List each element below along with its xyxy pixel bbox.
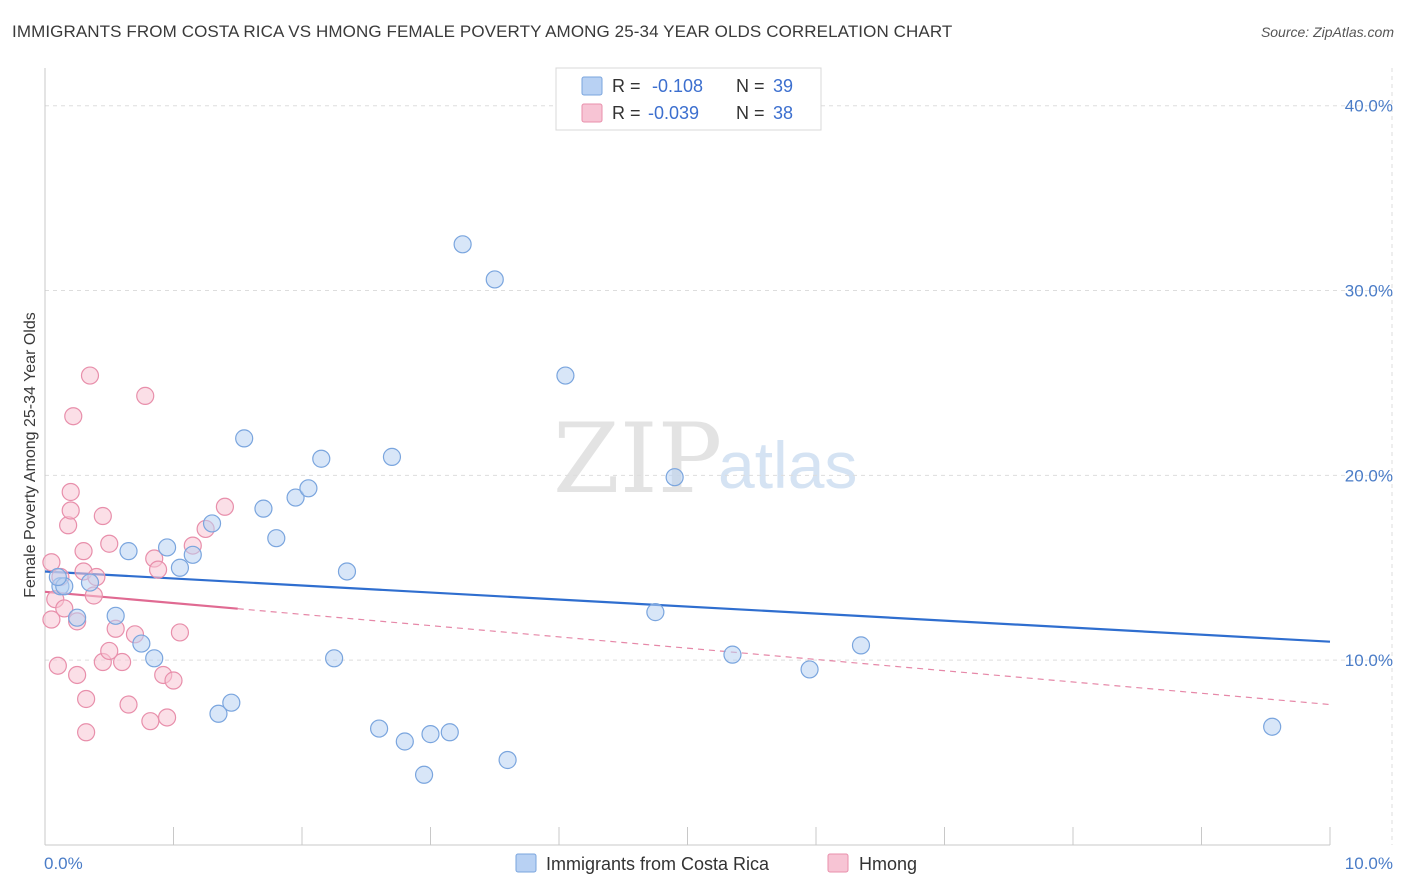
point-costa-rica — [1263, 717, 1282, 736]
y-axis-title: Female Poverty Among 25-34 Year Olds — [22, 312, 39, 598]
bottom-legend-swatch-pink — [827, 853, 849, 873]
watermark-atlas: atlas — [718, 428, 857, 502]
point-costa-rica — [337, 562, 357, 581]
x-tick-label-max: 10.0% — [1345, 854, 1393, 873]
trend-line-hmong-dashed — [237, 608, 1331, 706]
point-costa-rica — [498, 750, 517, 770]
point-costa-rica — [68, 608, 87, 627]
point-hmong — [93, 506, 112, 526]
point-costa-rica — [106, 606, 125, 625]
point-hmong — [100, 534, 119, 553]
point-costa-rica — [202, 514, 222, 533]
trend-line-costa-rica — [44, 570, 1331, 643]
point-hmong — [170, 623, 190, 642]
point-costa-rica — [170, 558, 190, 577]
point-hmong — [64, 407, 83, 426]
series-legend: Immigrants from Costa Rica Hmong — [515, 853, 917, 874]
point-costa-rica — [80, 573, 100, 592]
bottom-legend-label-2: Hmong — [859, 854, 917, 874]
legend-swatch-blue — [581, 76, 603, 96]
chart-title: IMMIGRANTS FROM COSTA RICA VS HMONG FEMA… — [12, 22, 953, 41]
point-costa-rica — [235, 429, 254, 448]
point-costa-rica — [286, 488, 305, 507]
point-costa-rica — [222, 693, 241, 712]
point-costa-rica — [556, 366, 575, 385]
point-hmong — [164, 671, 183, 690]
point-costa-rica — [421, 725, 440, 744]
watermark-zip: ZIP — [553, 403, 722, 515]
point-costa-rica — [453, 235, 472, 254]
point-hmong — [68, 665, 87, 685]
y-tick-label: 10.0% — [1345, 651, 1393, 670]
point-costa-rica — [646, 603, 665, 622]
point-hmong — [136, 386, 155, 405]
axes: 10.0% 20.0% 30.0% 40.0% 0.0% 10.0% — [44, 68, 1393, 873]
y-tick-label: 40.0% — [1345, 97, 1393, 116]
point-hmong — [48, 656, 67, 675]
gridlines — [45, 68, 1393, 845]
point-hmong — [77, 723, 96, 742]
point-costa-rica — [851, 636, 871, 655]
source-label: Source: ZipAtlas.com — [1260, 24, 1394, 40]
point-costa-rica — [119, 542, 138, 561]
correlation-legend: R = -0.108 N = 39 R = -0.039 N = 38 — [555, 67, 822, 131]
point-costa-rica — [299, 479, 318, 498]
bottom-legend-swatch-blue — [515, 853, 537, 873]
point-hmong — [215, 497, 234, 516]
point-costa-rica — [395, 732, 414, 751]
point-costa-rica — [800, 660, 819, 679]
point-costa-rica — [48, 567, 67, 587]
legend-swatch-pink — [581, 103, 603, 123]
point-hmong — [42, 610, 61, 629]
point-costa-rica — [267, 529, 286, 548]
legend-r-label-1: R = — [612, 76, 641, 96]
point-hmong — [61, 501, 80, 520]
point-hmong — [61, 482, 80, 502]
y-tick-label: 20.0% — [1345, 466, 1393, 485]
legend-n-value-1: 39 — [773, 76, 793, 96]
point-costa-rica — [183, 545, 202, 564]
point-costa-rica — [723, 645, 742, 664]
data-points — [42, 235, 1282, 784]
point-costa-rica — [157, 538, 177, 557]
point-hmong — [55, 599, 74, 618]
point-costa-rica — [132, 634, 151, 653]
point-hmong — [157, 708, 177, 727]
legend-r-value-2: -0.039 — [648, 103, 699, 123]
y-tick-label: 30.0% — [1345, 282, 1393, 301]
point-costa-rica — [209, 704, 228, 723]
point-costa-rica — [312, 449, 331, 468]
point-costa-rica — [665, 468, 684, 487]
point-costa-rica — [414, 765, 434, 784]
point-costa-rica — [370, 719, 389, 738]
x-tick-label-min: 0.0% — [44, 854, 83, 873]
bottom-legend-label-1: Immigrants from Costa Rica — [546, 854, 770, 874]
point-costa-rica — [440, 723, 459, 742]
point-costa-rica — [382, 447, 402, 466]
point-hmong — [59, 516, 78, 535]
point-costa-rica — [325, 649, 344, 668]
legend-r-label-2: R = — [612, 103, 641, 123]
point-hmong — [74, 542, 93, 561]
legend-n-label-2: N = — [736, 103, 765, 123]
legend-r-value-1: -0.108 — [652, 76, 703, 96]
legend-n-value-2: 38 — [773, 103, 793, 123]
point-costa-rica — [145, 649, 164, 668]
trend-line-hmong-solid — [44, 590, 238, 610]
point-costa-rica — [254, 499, 273, 518]
point-hmong — [141, 712, 160, 731]
point-hmong — [80, 366, 100, 385]
point-hmong — [77, 689, 96, 709]
legend-n-label-1: N = — [736, 76, 765, 96]
point-hmong — [100, 641, 119, 661]
point-hmong — [119, 695, 138, 714]
point-costa-rica — [485, 270, 504, 289]
trend-lines — [44, 570, 1331, 706]
point-hmong — [148, 560, 168, 579]
point-hmong — [112, 652, 132, 672]
